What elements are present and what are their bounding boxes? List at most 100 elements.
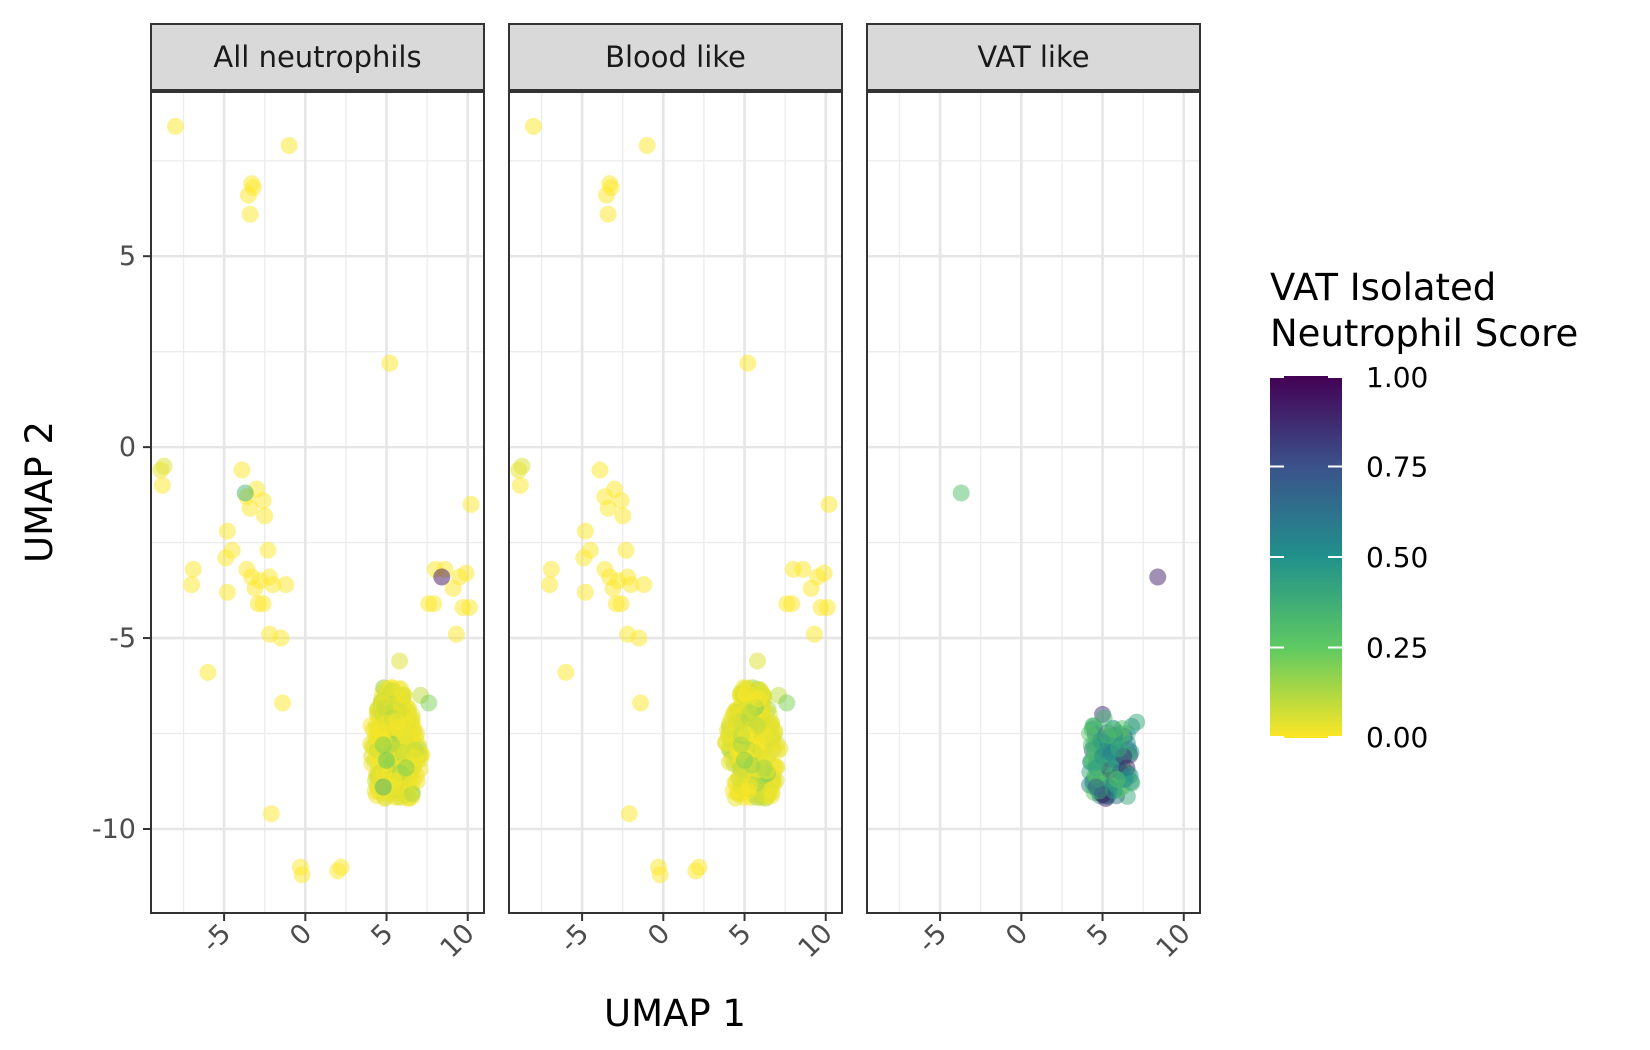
data-point <box>277 576 295 594</box>
data-point <box>732 736 750 754</box>
data-point <box>420 694 438 712</box>
data-point <box>444 579 462 597</box>
data-point <box>622 576 640 594</box>
x-tick-label: 5 <box>723 918 757 952</box>
data-point <box>374 736 392 754</box>
gridlines <box>151 92 484 913</box>
data-point <box>462 495 480 513</box>
colorbar-legend: VAT Isolated Neutrophil Score 1.00 0.75 0.… <box>1270 266 1578 754</box>
data-point <box>264 576 282 594</box>
panel-background <box>867 92 1200 913</box>
cluster-point <box>764 729 782 747</box>
data-point <box>749 652 767 670</box>
gridlines <box>509 92 842 913</box>
data-point <box>1108 770 1126 788</box>
data-point <box>620 805 638 823</box>
panel-all-neutrophils: All neutrophils <box>150 23 485 914</box>
data-point <box>166 117 184 135</box>
cluster-point <box>750 690 768 708</box>
panel-border <box>866 91 1201 914</box>
colorbar-tick-label: 1.00 <box>1366 361 1428 394</box>
strip-label-all-neutrophils: All neutrophils <box>213 40 421 74</box>
data-point <box>184 560 202 578</box>
data-point <box>630 629 648 647</box>
data-point <box>524 117 542 135</box>
data-point <box>262 805 280 823</box>
data-point <box>805 625 823 643</box>
data-point <box>391 652 409 670</box>
y-tick-label: -5 <box>109 623 136 654</box>
data-point <box>802 579 820 597</box>
data-point <box>1110 740 1128 758</box>
data-point <box>233 461 251 479</box>
data-point <box>635 576 653 594</box>
data-point <box>199 663 217 681</box>
panel-plot-area <box>508 91 843 914</box>
x-tick-label: 10 <box>434 918 480 964</box>
data-point <box>425 595 443 613</box>
x-tick-label: 10 <box>792 918 838 964</box>
x-tick-label: 0 <box>1000 918 1034 952</box>
data-point <box>280 136 298 154</box>
data-point <box>374 778 392 796</box>
points <box>952 484 1167 807</box>
panel-blood-like: Blood like <box>508 23 843 914</box>
cluster-point <box>762 787 780 805</box>
x-tick-label: 5 <box>1081 918 1115 952</box>
data-point <box>599 205 617 223</box>
data-point <box>1087 778 1105 796</box>
data-point <box>576 583 594 601</box>
points <box>510 117 838 884</box>
panel-border <box>150 91 485 914</box>
data-point <box>378 751 396 769</box>
legend-title-line-1: VAT Isolated <box>1270 266 1496 309</box>
strip-background <box>150 23 485 91</box>
data-point <box>736 751 754 769</box>
data-point <box>447 625 465 643</box>
cluster-point <box>403 788 421 806</box>
data-point <box>638 136 656 154</box>
y-axis-title: UMAP 2 <box>18 421 61 563</box>
data-point <box>818 599 836 617</box>
x-tick-label: -5 <box>554 918 595 959</box>
data-point <box>607 595 625 613</box>
data-point <box>183 576 201 594</box>
x-tick-label: 10 <box>1150 918 1196 964</box>
data-point <box>218 522 236 540</box>
data-point <box>1084 717 1102 735</box>
data-point <box>576 522 594 540</box>
strip-label-blood-like: Blood like <box>605 40 746 74</box>
x-tick-label: 0 <box>284 918 318 952</box>
data-point <box>460 599 478 617</box>
panel-background <box>509 92 842 913</box>
data-point <box>820 495 838 513</box>
cluster-point <box>741 704 759 722</box>
data-point <box>815 564 833 582</box>
data-point <box>259 541 277 559</box>
y-tick-label: 0 <box>119 432 136 463</box>
data-point <box>542 560 560 578</box>
panel-plot-area <box>150 91 485 914</box>
x-tick-label: -5 <box>912 918 953 959</box>
data-point <box>511 476 529 494</box>
data-point <box>218 583 236 601</box>
panel-plot-area <box>866 91 1201 914</box>
data-point <box>599 499 617 517</box>
data-point <box>243 175 261 193</box>
data-point <box>1128 713 1146 731</box>
data-point <box>397 759 415 777</box>
strip-background <box>508 23 843 91</box>
data-point <box>541 576 559 594</box>
x-tick-label: -5 <box>196 918 237 959</box>
data-point <box>293 866 311 884</box>
cluster-point <box>392 680 410 698</box>
data-point <box>433 568 451 586</box>
data-point <box>755 759 773 777</box>
data-point <box>457 564 475 582</box>
colorbar-tick-label: 0.75 <box>1366 451 1428 484</box>
data-point <box>513 457 531 475</box>
data-point <box>632 694 650 712</box>
data-point <box>1092 732 1110 750</box>
data-point <box>1105 721 1123 739</box>
data-point <box>614 507 632 525</box>
